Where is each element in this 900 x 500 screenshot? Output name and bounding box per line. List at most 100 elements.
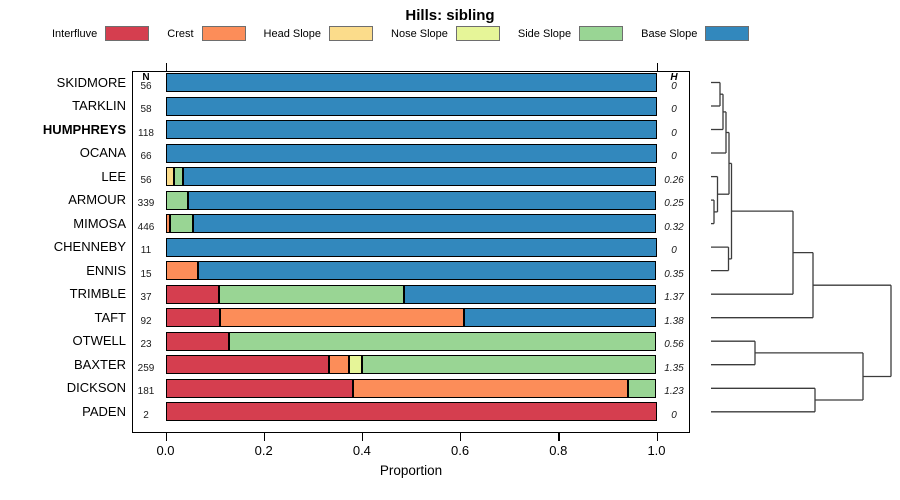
x-axis-tick-label: 1.0 [647, 443, 666, 458]
n-value: 66 [140, 151, 152, 163]
legend-label: Head Slope [263, 27, 322, 40]
bar-segment-crest [165, 261, 199, 281]
x-axis-title: Proportion [379, 463, 443, 478]
n-value: 11 [140, 245, 152, 257]
h-column-header: H [670, 72, 678, 83]
bar-segment-side-slope [165, 190, 188, 210]
x-axis-tick-label: 0.4 [352, 443, 371, 458]
legend-swatch [579, 26, 624, 41]
n-value: 37 [140, 292, 152, 304]
row-label-lee: LEE [101, 168, 126, 184]
h-value: 0.56 [664, 339, 684, 351]
legend-label: Side Slope [517, 27, 572, 40]
bar-segment-side-slope [218, 284, 404, 304]
legend-label: Nose Slope [391, 27, 448, 40]
x-axis-tick [656, 433, 658, 441]
top-axis-tick [656, 63, 658, 71]
bar-segment-base-slope [165, 143, 657, 163]
bar-segment-side-slope [229, 331, 657, 351]
h-value: 1.37 [664, 292, 684, 304]
bar-segment-crest [165, 214, 171, 234]
x-axis-tick [558, 433, 560, 441]
bar-segment-head-slope [165, 167, 175, 187]
n-value: 56 [140, 80, 152, 92]
legend-item: Base Slope [641, 26, 750, 41]
h-value: 0 [671, 104, 677, 115]
row-label-dickson: DICKSON [66, 380, 126, 396]
row-label-skidmore: SKIDMORE [56, 74, 126, 90]
bar-segment-interfluve [165, 402, 657, 422]
bar-segment-base-slope [165, 237, 657, 257]
x-axis-tick-label: 0.6 [451, 443, 470, 458]
h-value: 0 [671, 151, 677, 163]
h-value: 0.35 [664, 268, 684, 280]
bar-segment-base-slope [192, 214, 657, 234]
legend-swatch [329, 26, 374, 41]
h-value: 0 [671, 245, 677, 257]
legend-swatch [705, 26, 750, 41]
bar-segment-interfluve [165, 284, 219, 304]
legend-label: Base Slope [641, 27, 698, 40]
bar-segment-crest [328, 355, 350, 375]
bar-segment-side-slope [170, 214, 193, 234]
x-axis-tick-label: 0.0 [156, 443, 175, 458]
h-value: 1.35 [664, 362, 684, 374]
bar-segment-base-slope [165, 73, 657, 92]
x-axis-tick [263, 433, 265, 441]
n-value: 56 [140, 174, 152, 186]
row-label-humphreys: HUMPHREYS [42, 121, 126, 137]
row-label-ennis: ENNIS [86, 262, 126, 278]
bar-segment-interfluve [165, 331, 230, 351]
row-label-tarklin: TARKLIN [72, 98, 126, 113]
bar-segment-base-slope [198, 261, 657, 281]
n-value: 15 [140, 268, 152, 280]
n-value: 92 [140, 315, 152, 327]
legend-item: Interfluve [52, 26, 150, 41]
x-axis-tick [460, 433, 462, 441]
n-value: 339 [137, 198, 155, 210]
bar-segment-side-slope [362, 355, 657, 375]
n-column-header: N [142, 72, 150, 83]
bar-segment-side-slope [628, 378, 657, 398]
row-label-armour: ARMOUR [68, 192, 126, 208]
bar-segment-base-slope [165, 96, 657, 116]
h-value: 1.23 [664, 386, 684, 398]
row-label-taft: TAFT [94, 309, 126, 325]
row-label-mimosa: MIMOSA [73, 215, 126, 231]
bar-segment-crest [353, 378, 628, 398]
x-axis-tick [165, 433, 167, 441]
legend-item: Head Slope [264, 26, 374, 41]
bar-segment-interfluve [165, 378, 354, 398]
row-label-chenneby: CHENNEBY [53, 239, 126, 255]
bar-segment-base-slope [187, 190, 657, 210]
bar-segment-side-slope [174, 167, 184, 187]
h-value: 0 [671, 409, 677, 421]
legend-label: Interfluve [52, 27, 98, 40]
legend-item: Crest [167, 26, 246, 41]
legend-swatch [201, 26, 246, 41]
n-value: 118 [138, 127, 154, 139]
n-value: 2 [143, 409, 149, 421]
h-value: 0 [671, 127, 677, 139]
plot-box [132, 71, 690, 433]
legend-swatch [105, 26, 150, 41]
x-axis-tick-label: 0.2 [254, 443, 273, 458]
bar-segment-base-slope [183, 167, 657, 187]
bar-segment-interfluve [165, 308, 220, 328]
h-value: 0.25 [664, 198, 684, 210]
legend-item: Side Slope [517, 26, 624, 41]
bar-segment-nose-slope [349, 355, 363, 375]
legend-label: Crest [167, 27, 194, 40]
bar-segment-base-slope [463, 308, 657, 328]
row-label-paden: PADEN [82, 403, 126, 419]
x-axis-tick [361, 433, 364, 441]
legend: Interfluve Crest Head Slope Nose Slope Side … [52, 25, 750, 42]
h-value: 1.38 [664, 315, 684, 327]
row-label-ocana: OCANA [79, 145, 126, 161]
n-value: 181 [137, 386, 155, 398]
chart-title: Hills: sibling [405, 7, 495, 24]
legend-swatch [455, 26, 500, 41]
